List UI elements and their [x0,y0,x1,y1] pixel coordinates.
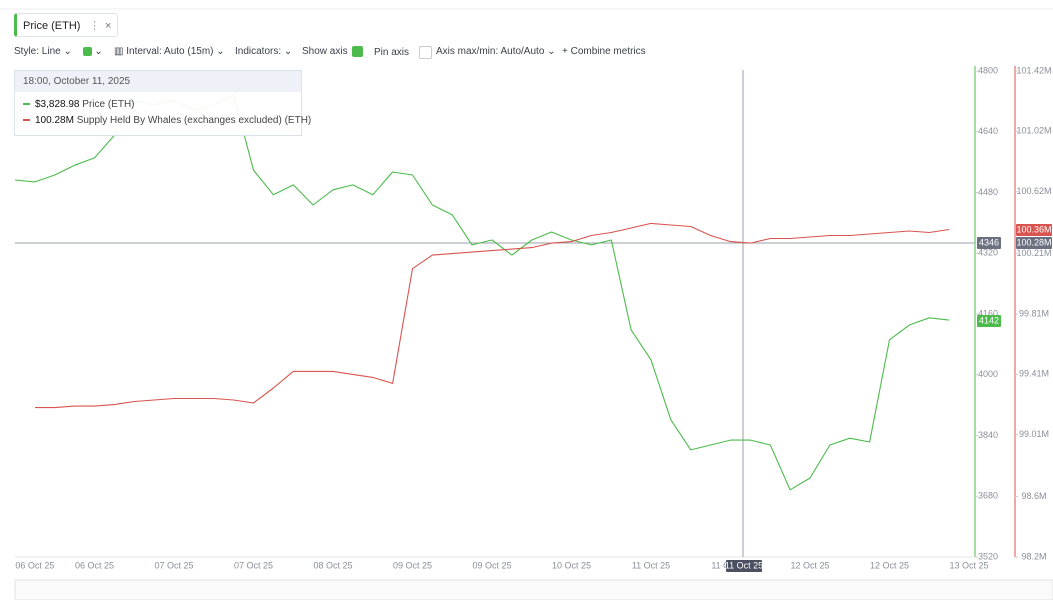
x-tick-label: 06 Oct 25 [15,560,54,570]
crosshair-y2-badge-text: 100.28M [1016,237,1051,247]
x-tick-label: 06 Oct 25 [75,560,114,570]
indicators-label: Indicators: [235,46,282,57]
tooltip-value: 100.28M [35,115,74,126]
tab-menu[interactable]: ⋮ [89,20,100,32]
tab-label: Price (ETH) [23,20,81,32]
last-y-badge: 4142 [977,315,1001,327]
checkbox-on[interactable] [351,46,363,57]
tooltip-time: 18:00, October 11, 2025 [15,71,301,92]
y2-tick-label: 99.41M [1019,369,1049,379]
y2-tick-label: 101.02M [1016,126,1051,136]
y2-tick-label: 99.01M [1019,429,1049,439]
y2-tick-label: 98.2M [1021,551,1046,561]
y-tick-label: 4640 [978,126,998,136]
tooltip-swatch [23,103,30,106]
crosshair-x-badge: 11 Oct 25 [725,560,763,572]
y-tick-label: 3840 [978,430,998,440]
y2-tick-label: 101.42M [1016,65,1051,75]
combine-label: Combine metrics [570,46,646,57]
tooltip-row: 100.28M Supply Held By Whales (exchanges… [15,113,311,129]
y-tick-label: 4000 [978,369,998,379]
crosshair-x-badge-bg [726,560,762,572]
tab-close[interactable]: × [105,20,112,32]
series-line [14,94,950,491]
checkbox-off[interactable] [419,46,433,59]
x-tick-label: 09 Oct 25 [393,560,432,570]
style-label: Style: Line [14,46,61,57]
navigator [14,579,1053,600]
x-tick-label: 10 Oct 25 [552,560,591,570]
y2-tick-label: 100.21M [1016,248,1051,258]
tooltip-value: $3,828.98 [35,99,80,110]
axis-minmax-label: Axis max/min: Auto/Auto [436,46,545,57]
axis-minmax[interactable]: Axis max/min: Auto/Auto ⌄ [436,46,556,57]
metric-tab[interactable]: Price (ETH) ⋮ × [14,13,118,37]
last-y-badge-text: 4142 [979,315,999,325]
last-y2-badge-text: 100.36M [1016,224,1051,234]
x-tick-label: 12 Oct 25 [870,560,909,570]
x-tick-label: 12 Oct 25 [790,560,829,570]
y2-tick-label: 98.6M [1021,491,1046,501]
indicators-select[interactable]: Indicators: ⌄ [235,46,293,57]
crosshair-y2-badge-bg [1016,237,1052,249]
series-line [34,222,950,409]
y2-tick-label: 99.81M [1019,308,1049,318]
interval-select[interactable]: ▥ Interval: Auto (15m) ⌄ [114,46,225,57]
show-axis-label: Show axis [302,46,348,58]
y-tick-label: 3680 [978,491,998,501]
crosshair-y-badge-text: 4346 [979,237,999,247]
combine-metrics[interactable]: + Combine metrics [562,46,646,57]
last-y-badge-bg [977,315,1001,327]
y-tick-label: 4480 [978,187,998,197]
tooltip-series: Price (ETH) [82,99,135,110]
tooltip-series: Supply Held By Whales (exchanges exclude… [76,115,312,126]
last-y2-badge: 100.36M [1016,224,1052,236]
crosshair-x-badge-text: 11 Oct 25 [725,560,763,570]
x-tick-label: 11 Oct 25 [632,560,670,570]
style-select[interactable]: Style: Line ⌄ ⌄ [14,46,103,57]
x-tick-label: 07 Oct 25 [234,560,273,570]
crosshair-y-badge: 4346 [977,237,1001,249]
crosshair-y-badge-bg [977,237,1001,249]
tooltip-row: $3,828.98 Price (ETH) [15,97,301,113]
color-swatch[interactable] [82,46,92,56]
x-tick-label: 09 Oct 25 [472,560,511,570]
pin-axis-label: Pin axis [374,47,410,59]
show-axis[interactable]: Show axis [302,46,363,57]
x-tick-label: 07 Oct 25 [154,560,193,570]
y-tick-label: 4320 [978,248,998,258]
y-tick-label: 4800 [978,65,998,75]
pin-axis[interactable]: Pin axis [374,46,433,59]
y-tick-label: 4160 [978,308,998,318]
last-y2-badge-bg [1016,224,1052,236]
y2-tick-label: 100.62M [1016,186,1051,196]
x-tick-label: 08 Oct 25 [313,560,352,570]
y-tick-label: 3520 [978,551,998,561]
tooltip-swatch [23,119,30,122]
x-tick-label: 13 Oct 25 [949,560,988,570]
crosshair-y2-badge: 100.28M [1016,237,1052,249]
interval-label: Interval: Auto (15m) [126,46,214,57]
tooltip: 18:00, October 11, 2025 $3,828.98 Price … [14,70,311,136]
